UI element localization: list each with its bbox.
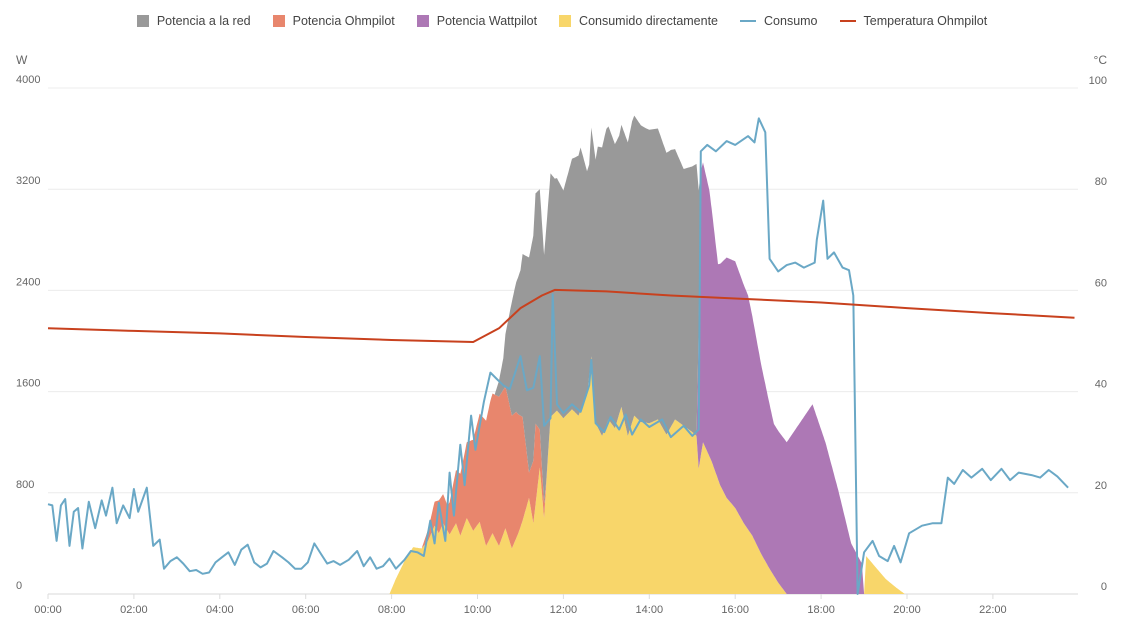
- x-tick-label: 22:00: [979, 604, 1007, 616]
- y2-tick-label: 40: [1095, 379, 1107, 391]
- x-tick-label: 08:00: [378, 604, 406, 616]
- series-lines: [47, 117, 1075, 595]
- area-potencia-wattpilot: [48, 162, 1079, 595]
- x-tick-label: 18:00: [807, 604, 835, 616]
- legend-label: Consumo: [764, 14, 818, 28]
- area-consumido-directamente: [48, 356, 1079, 594]
- stacked-areas: [48, 115, 1079, 595]
- x-tick-label: 10:00: [464, 604, 492, 616]
- legend-label: Consumido directamente: [579, 14, 719, 28]
- legend-swatch-ohmpilot-power: [272, 15, 285, 27]
- legend-swatch-wattpilot-power: [416, 15, 429, 27]
- legend-label: Potencia a la red: [156, 14, 251, 28]
- line-consumo: [47, 117, 1069, 595]
- y2-tick-label: 0: [1101, 581, 1107, 593]
- legend-item-grid-power[interactable]: Potencia a la red: [136, 14, 251, 28]
- axes: 0 800 1600 2400 3200 4000 0 20 40 60 80 100 00:00 02:…: [16, 74, 1107, 616]
- y-tick-label: 1600: [16, 378, 40, 390]
- y-tick-label: 800: [16, 479, 34, 491]
- legend-item-ohmpilot-temperature[interactable]: Temperatura Ohmpilot: [839, 14, 988, 28]
- legend-swatch-direct-consumption: [559, 15, 572, 27]
- y-tick-label: 2400: [16, 276, 40, 288]
- x-tick-label: 16:00: [721, 604, 749, 616]
- x-tick-label: 04:00: [206, 604, 234, 616]
- y-axis-unit-label: W: [16, 53, 28, 67]
- legend-item-consumption[interactable]: Consumo: [740, 14, 818, 28]
- legend-swatch-grid-power: [136, 15, 149, 27]
- y2-axis-unit-label: °C: [1094, 53, 1108, 67]
- x-tick-label: 12:00: [550, 604, 578, 616]
- legend-item-ohmpilot-power[interactable]: Potencia Ohmpilot: [272, 14, 395, 28]
- x-tick-label: 00:00: [34, 604, 62, 616]
- y-tick-label: 3200: [16, 175, 40, 187]
- y-tick-label: 0: [16, 580, 22, 592]
- legend-swatch-consumption: [740, 20, 757, 22]
- y2-tick-label: 20: [1095, 480, 1107, 492]
- legend-label: Temperatura Ohmpilot: [863, 14, 988, 28]
- legend-label: Potencia Ohmpilot: [292, 14, 395, 28]
- y2-tick-label: 80: [1095, 176, 1107, 188]
- y-tick-label: 4000: [16, 74, 40, 86]
- legend-item-wattpilot-power[interactable]: Potencia Wattpilot: [416, 14, 538, 28]
- x-tick-label: 06:00: [292, 604, 320, 616]
- area-potencia-a-la-red: [48, 115, 1079, 594]
- legend-swatch-ohmpilot-temperature: [839, 20, 856, 22]
- y2-tick-label: 60: [1095, 277, 1107, 289]
- legend-label: Potencia Wattpilot: [436, 14, 538, 28]
- x-tick-label: 20:00: [893, 604, 921, 616]
- chart-legend: Potencia a la red Potencia Ohmpilot Pote…: [0, 14, 1124, 28]
- x-tick-label: 02:00: [120, 604, 148, 616]
- line-temperatura-ohmpilot: [47, 288, 1075, 343]
- x-tick-label: 14:00: [636, 604, 664, 616]
- legend-item-direct-consumption[interactable]: Consumido directamente: [559, 14, 718, 28]
- y2-tick-label: 100: [1089, 75, 1107, 87]
